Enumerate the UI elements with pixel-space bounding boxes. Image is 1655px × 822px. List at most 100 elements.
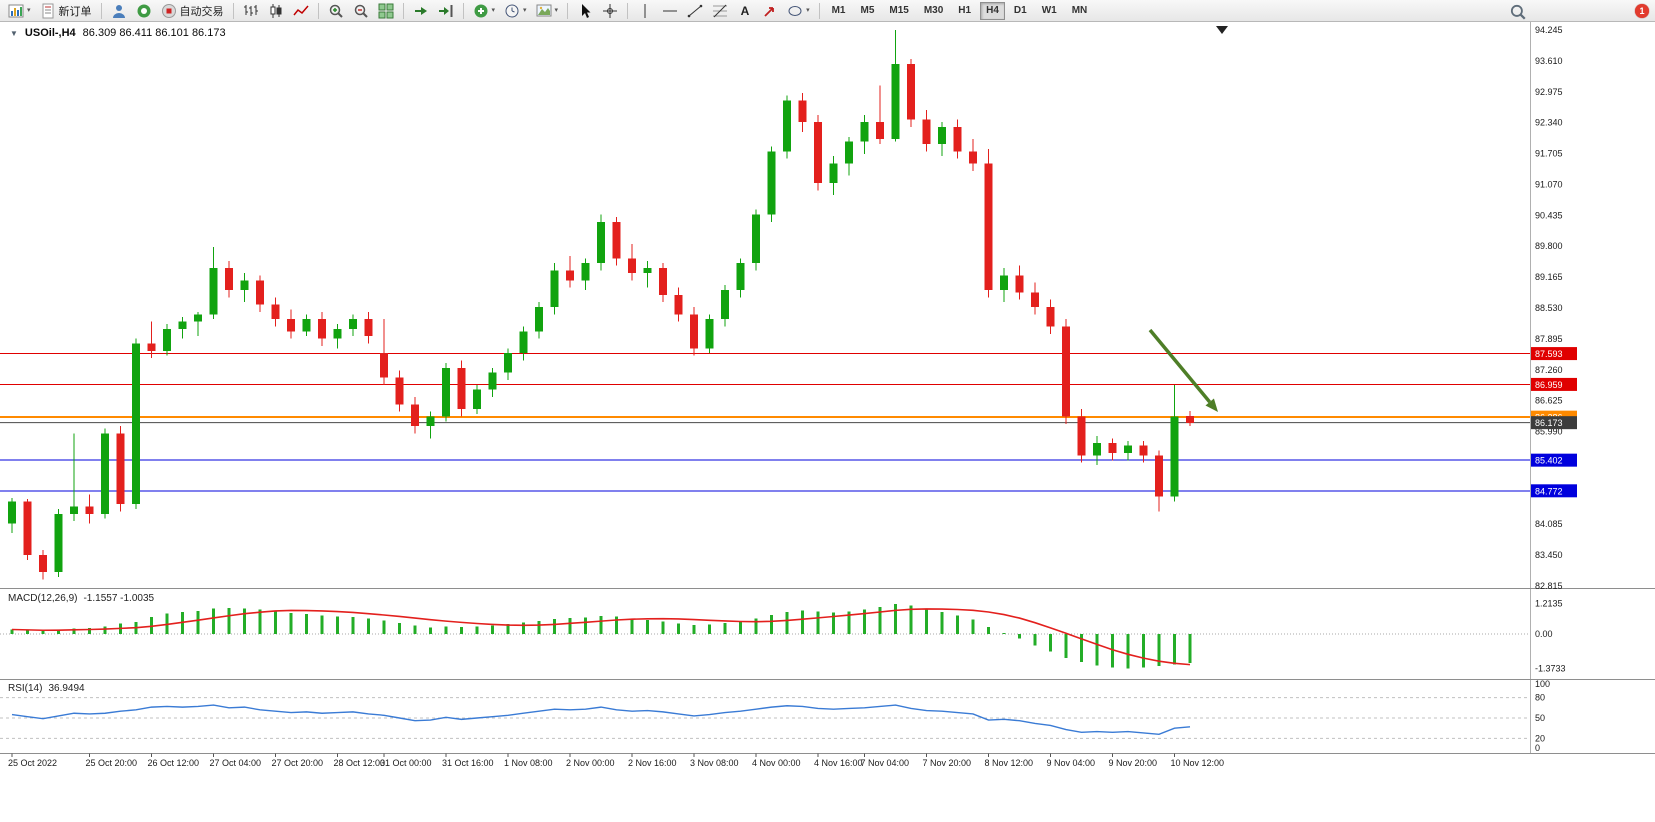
arrow-tool-button[interactable]: [758, 1, 782, 21]
svg-text:7 Nov 04:00: 7 Nov 04:00: [861, 758, 910, 768]
svg-text:10 Nov 12:00: 10 Nov 12:00: [1171, 758, 1225, 768]
fibonacci-icon: [713, 4, 728, 17]
svg-text:31 Oct 16:00: 31 Oct 16:00: [442, 758, 494, 768]
svg-text:2 Nov 16:00: 2 Nov 16:00: [628, 758, 677, 768]
svg-text:100: 100: [1535, 679, 1550, 689]
bars-icon: [243, 4, 258, 16]
text-button[interactable]: A: [733, 1, 757, 21]
notification-badge[interactable]: 1: [1635, 4, 1649, 18]
timeframe-H1-button[interactable]: H1: [958, 5, 972, 16]
bars-chart-button[interactable]: [239, 1, 263, 21]
indicators-button[interactable]: ▾: [469, 1, 500, 21]
candles-chart-button[interactable]: [264, 1, 288, 21]
candles-layer: [8, 30, 1194, 580]
svg-text:83.450: 83.450: [1535, 550, 1563, 560]
charts-button[interactable]: ▾: [4, 1, 35, 21]
line-chart-button[interactable]: [289, 1, 313, 21]
new-order-button[interactable]: 新订单: [36, 1, 96, 21]
svg-text:27 Oct 04:00: 27 Oct 04:00: [210, 758, 262, 768]
timeframe-W1-button[interactable]: W1: [1041, 5, 1057, 16]
shapes-icon: [788, 5, 802, 16]
svg-text:90.435: 90.435: [1535, 210, 1563, 220]
search-icon: [1510, 4, 1526, 20]
timeframe-D1-button[interactable]: D1: [1013, 5, 1027, 16]
indicators-icon: [474, 4, 488, 17]
svg-text:87.260: 87.260: [1535, 365, 1563, 375]
search-button[interactable]: [1509, 3, 1527, 21]
svg-text:1 Nov 08:00: 1 Nov 08:00: [504, 758, 553, 768]
price-axis[interactable]: 94.245 93.610 92.975 92.340 91.705 91.070 90.4…: [1531, 25, 1577, 591]
svg-text:20: 20: [1535, 733, 1545, 743]
periods-button[interactable]: ▾: [500, 1, 531, 21]
fibonacci-button[interactable]: [708, 1, 732, 21]
macd-name: MACD(12,26,9): [8, 593, 78, 604]
zoom-in-button[interactable]: [324, 1, 348, 21]
shapes-button[interactable]: ▾: [783, 1, 814, 21]
chartshift-icon: [438, 4, 453, 17]
toolbar-separator: [402, 2, 404, 19]
svg-text:27 Oct 20:00: 27 Oct 20:00: [272, 758, 324, 768]
templates-button[interactable]: ▾: [532, 1, 563, 21]
time-axis[interactable]: 25 Oct 2022 25 Oct 20:00 26 Oct 12:00 27 Oc…: [8, 753, 1225, 769]
price-chart[interactable]: 94.245 93.610 92.975 92.340 91.705 91.070 90.4…: [0, 22, 1655, 770]
arrow-annotation[interactable]: [1148, 328, 1218, 412]
autotrading-button[interactable]: 自动交易: [157, 1, 228, 21]
timeframe-M15-button[interactable]: M15: [889, 5, 909, 16]
svg-text:2 Nov 00:00: 2 Nov 00:00: [566, 758, 615, 768]
toolbar-separator: [317, 2, 319, 19]
autotrading-button-label: 自动交易: [179, 5, 224, 18]
svg-text:-1.3733: -1.3733: [1535, 663, 1566, 673]
one-click-trading-toggle[interactable]: ▼: [10, 28, 18, 38]
svg-text:50: 50: [1535, 713, 1545, 723]
macd-pane: 1.2135 0.00 -1.3733: [0, 599, 1566, 673]
timeframe-M30-button[interactable]: M30: [923, 5, 944, 16]
svg-text:A: A: [741, 4, 750, 18]
chart-title: ▼ USOil-,H4 86.309 86.411 86.101 86.173: [10, 27, 226, 39]
trendline-button[interactable]: [683, 1, 707, 21]
svg-text:80: 80: [1535, 693, 1545, 703]
toolbar-separator: [627, 2, 629, 19]
chart-shift-button[interactable]: [434, 1, 458, 21]
svg-text:26 Oct 12:00: 26 Oct 12:00: [148, 758, 200, 768]
horizontal-line-button[interactable]: [658, 1, 682, 21]
line-chart-icon: [292, 5, 309, 15]
new-order-button-label: 新订单: [58, 5, 92, 18]
pane-separators: [0, 22, 1655, 754]
svg-text:4 Nov 16:00: 4 Nov 16:00: [814, 758, 863, 768]
text-icon: A: [741, 4, 750, 18]
rsi-pane: 100 80 50 200: [0, 679, 1550, 753]
horizontal-lines[interactable]: [0, 353, 1530, 492]
tile-windows-button[interactable]: [374, 1, 398, 21]
chart-shift-marker: [1216, 26, 1228, 34]
svg-text:86.959: 86.959: [1535, 380, 1563, 390]
profile-button[interactable]: [107, 1, 131, 21]
chart-window-icon: [8, 4, 24, 17]
svg-text:3 Nov 08:00: 3 Nov 08:00: [690, 758, 739, 768]
cursor-icon: [582, 3, 591, 18]
zoom-out-icon: [354, 4, 368, 18]
svg-text:0: 0: [1535, 743, 1540, 753]
crosshair-button[interactable]: [598, 1, 622, 21]
timeframe-M5-button[interactable]: M5: [860, 5, 875, 16]
timeframe-M1-button[interactable]: M1: [831, 5, 846, 16]
vertical-line-button[interactable]: [633, 1, 657, 21]
symbol-period-label: USOil-,H4: [24, 27, 76, 39]
timeframe-MN-button[interactable]: MN: [1071, 5, 1088, 16]
zoom-out-button[interactable]: [349, 1, 373, 21]
autoscroll-button[interactable]: [409, 1, 433, 21]
svg-text:25 Oct 2022: 25 Oct 2022: [8, 758, 57, 768]
svg-text:87.895: 87.895: [1535, 334, 1563, 344]
toolbar-separator: [818, 2, 820, 19]
rsi-label: RSI(14) 36.9494: [8, 683, 85, 694]
svg-text:1.2135: 1.2135: [1535, 599, 1563, 609]
trendline-icon: [687, 4, 703, 17]
timeframe-H4-button[interactable]: H4: [980, 1, 1005, 20]
cursor-button[interactable]: [573, 1, 597, 21]
svg-text:31 Oct 00:00: 31 Oct 00:00: [380, 758, 432, 768]
community-button[interactable]: [132, 1, 156, 21]
svg-text:85.402: 85.402: [1535, 456, 1563, 466]
chevron-down-icon: ▾: [806, 7, 810, 14]
new-order-icon: [42, 3, 54, 18]
tile-windows-icon: [378, 3, 394, 18]
chevron-down-icon: ▾: [554, 7, 559, 14]
